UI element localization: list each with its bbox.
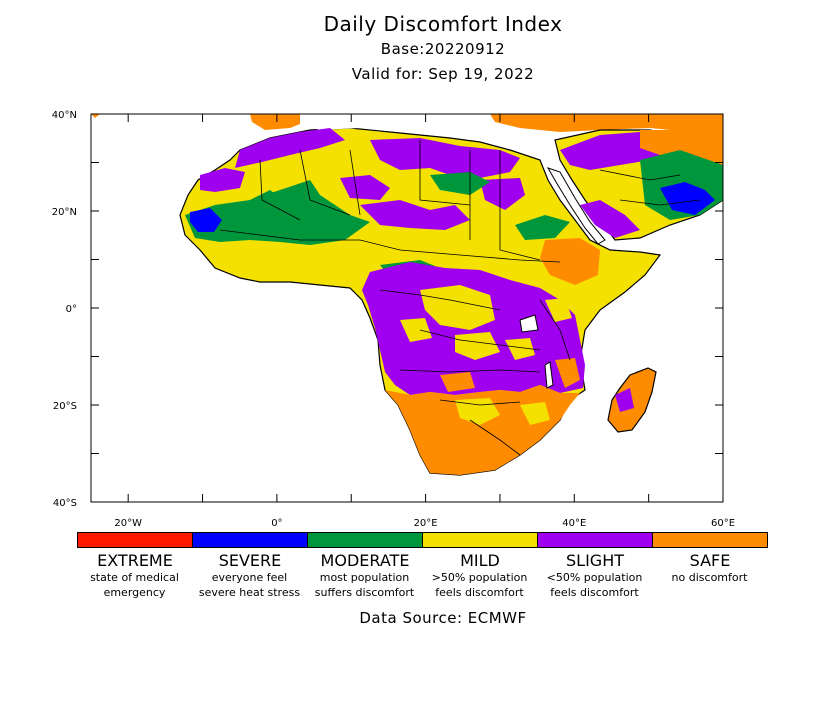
west-africa-severe <box>190 208 222 232</box>
africa-discomfort-map: 40°N 20°N 0° 20°S 40°S 20°W 0° 20°E 40°E 60°E <box>52 110 735 529</box>
legend-label-slight: SLIGHT <box>566 551 624 570</box>
legend-desc-extreme: state of medical emergency <box>90 571 179 599</box>
legend-label-safe: SAFE <box>689 551 731 570</box>
lon-tick-label: 0° <box>271 518 282 529</box>
europe-region <box>91 114 100 118</box>
lon-tick-label: 60°E <box>711 518 735 529</box>
lat-tick-label: 20°S <box>53 401 77 412</box>
lat-tick-label: 40°N <box>52 110 77 121</box>
legend-swatch-severe <box>192 532 308 548</box>
legend-desc-slight: <50% population feels discomfort <box>546 571 643 599</box>
legend-label-severe: SEVERE <box>218 551 282 570</box>
legend-label-mild: MILD <box>460 551 500 570</box>
lon-tick-label: 20°W <box>114 518 142 529</box>
chart-title: Daily Discomfort Index <box>323 12 563 36</box>
north-africa-slight <box>235 128 345 168</box>
red-sea <box>546 167 606 245</box>
legend-desc-moderate: most population suffers discomfort <box>314 571 415 599</box>
turkey-region <box>490 114 723 132</box>
lon-tick-label: 40°E <box>562 518 586 529</box>
legend-desc-mild: >50% population feels discomfort <box>431 571 528 599</box>
legend-swatch-extreme <box>77 532 193 548</box>
data-source: Data Source: ECMWF <box>359 609 527 627</box>
legend-swatch-safe <box>652 532 768 548</box>
lat-tick-label: 40°S <box>53 498 77 509</box>
lon-tick-label: 20°E <box>414 518 438 529</box>
legend-swatch-mild <box>422 532 538 548</box>
legend-label-extreme: EXTREME <box>97 551 173 570</box>
lat-tick-label: 20°N <box>52 207 77 218</box>
legend-swatch-slight <box>537 532 653 548</box>
arabia-severe <box>660 182 715 215</box>
legend-desc-safe: no discomfort <box>671 571 748 584</box>
valid-date: Valid for: Sep 19, 2022 <box>351 65 535 83</box>
legend-desc-severe: everyone feel severe heat stress <box>198 571 301 599</box>
iberia-region <box>250 114 305 130</box>
lat-tick-label: 0° <box>66 304 77 315</box>
legend-swatch-moderate <box>307 532 423 548</box>
base-date: Base:20220912 <box>380 40 506 58</box>
legend-label-moderate: MODERATE <box>320 551 410 570</box>
mediterranean <box>300 114 500 140</box>
map-ticks: 40°N 20°N 0° 20°S 40°S 20°W 0° 20°E 40°E 60°E <box>52 110 735 529</box>
